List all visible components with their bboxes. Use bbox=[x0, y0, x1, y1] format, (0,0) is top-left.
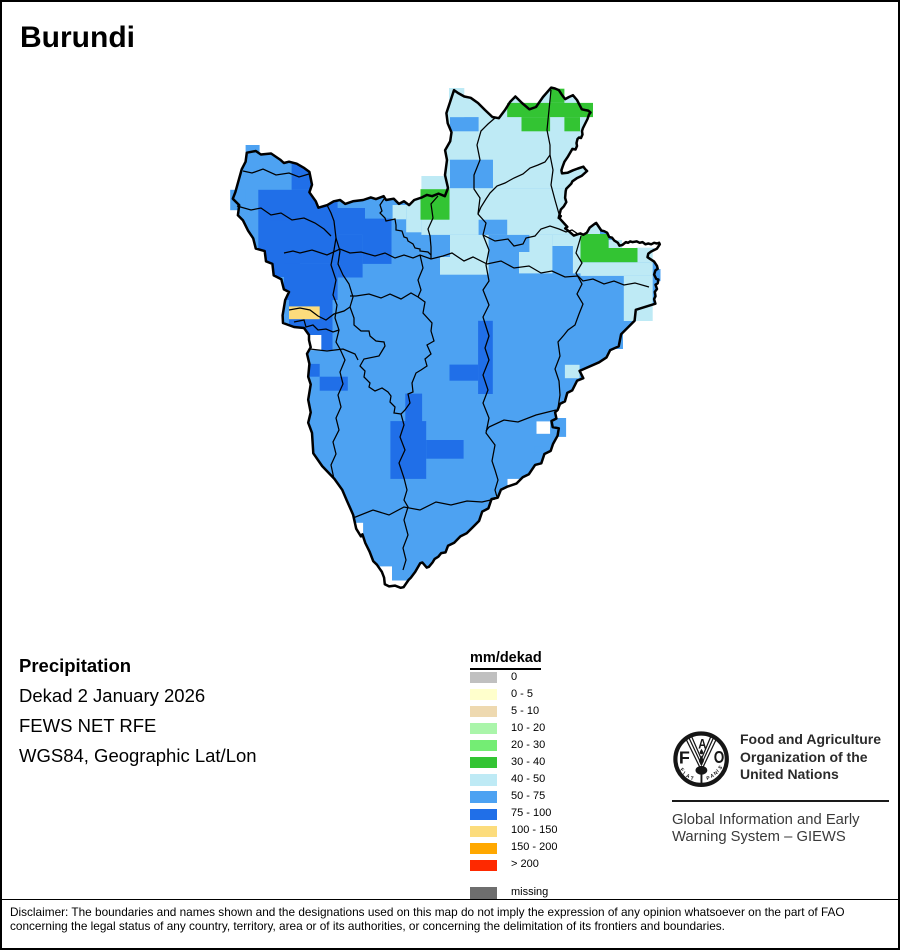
svg-text:I: I bbox=[715, 768, 720, 774]
svg-text:F: F bbox=[678, 766, 684, 773]
svg-text:A: A bbox=[698, 736, 706, 751]
svg-text:A: A bbox=[709, 772, 715, 779]
svg-text:I: I bbox=[681, 770, 686, 776]
svg-text:N: N bbox=[712, 769, 718, 776]
svg-text:S: S bbox=[717, 764, 724, 771]
svg-text:T: T bbox=[689, 775, 693, 782]
svg-text:O: O bbox=[713, 747, 724, 767]
svg-text:A: A bbox=[684, 772, 690, 779]
svg-text:F: F bbox=[678, 747, 689, 767]
svg-text:P: P bbox=[705, 775, 710, 782]
